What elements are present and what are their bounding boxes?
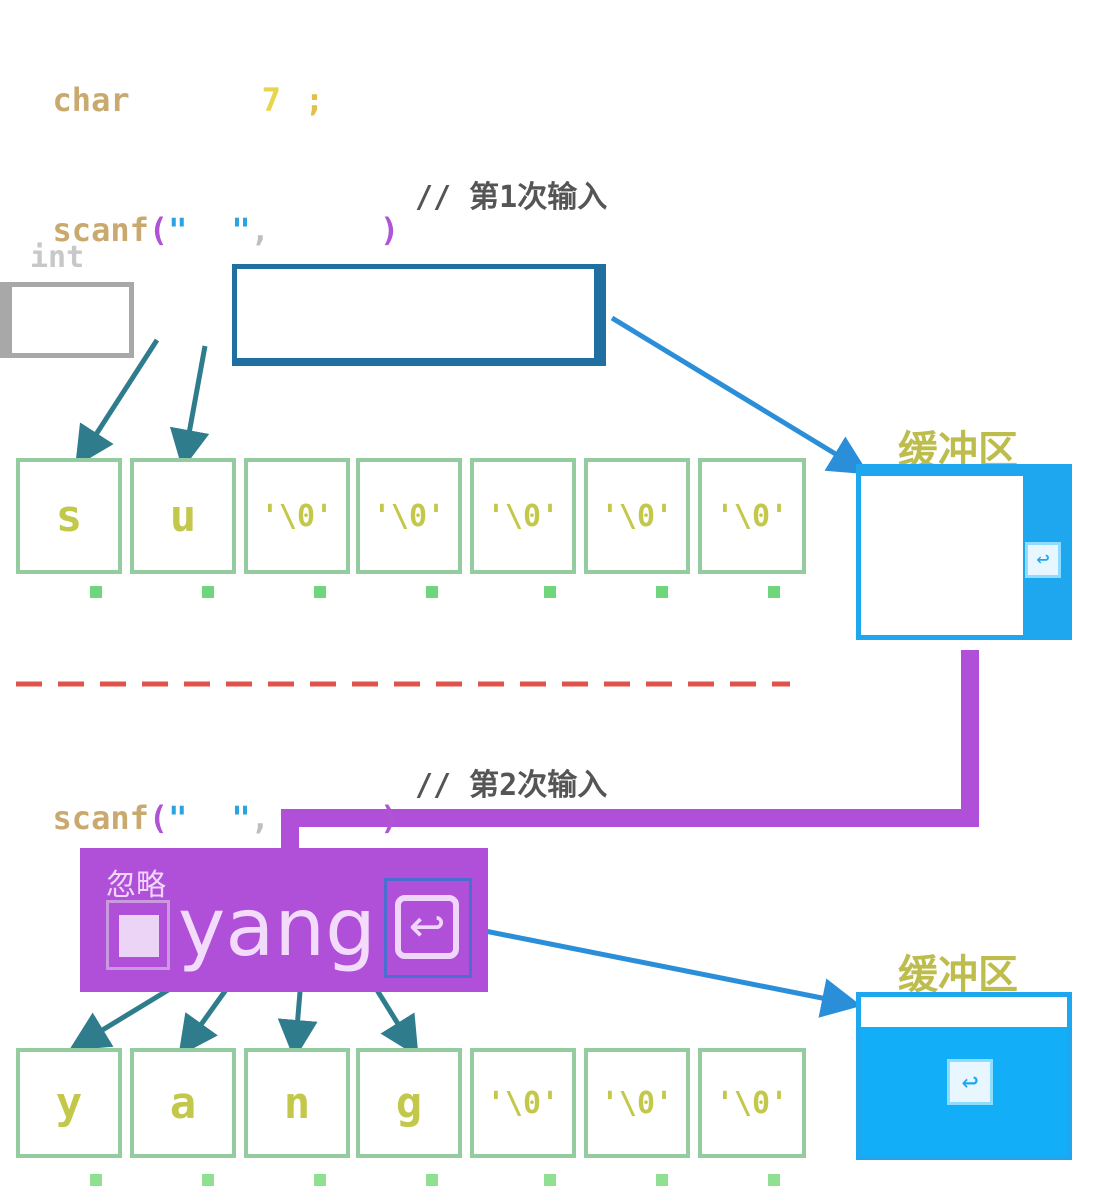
index-marker: [426, 586, 438, 598]
index-marker: [90, 1174, 102, 1186]
ignored-char-box: [106, 900, 170, 970]
size-value: 7: [261, 81, 281, 119]
array-2-cell: '\0': [470, 1048, 576, 1158]
return-icon: ↩: [395, 895, 459, 959]
semicolon: ;: [304, 81, 325, 119]
scanf-2-comment: // 第2次输入: [415, 768, 608, 803]
array-1-cell: '\0': [584, 458, 690, 574]
yang-text: yang: [178, 881, 376, 974]
scanf-keyword: scanf: [52, 799, 149, 837]
return-key-frame: ↩: [384, 878, 472, 978]
array-2-cell: g: [356, 1048, 462, 1158]
index-marker: [768, 586, 780, 598]
small-box-label: int: [30, 240, 85, 275]
array-1-cell: s: [16, 458, 122, 574]
array-2-cell: '\0': [698, 1048, 806, 1158]
buffer-2-box: ↩: [856, 992, 1072, 1160]
index-marker: [202, 1174, 214, 1186]
array-2-cell: a: [130, 1048, 236, 1158]
scanf-1-comment: // 第1次输入: [415, 180, 608, 215]
return-icon: ↩: [1025, 542, 1061, 578]
arrow-to-cell-0: [75, 338, 160, 467]
index-marker: [544, 586, 556, 598]
index-marker: [314, 586, 326, 598]
array-2-cell: '\0': [584, 1048, 690, 1158]
index-marker: [90, 586, 102, 598]
input-string-box: [232, 264, 606, 366]
char-keyword: char: [52, 81, 130, 119]
array-1-cell: '\0': [356, 458, 462, 574]
array-1-cell: u: [130, 458, 236, 574]
code-line-declaration: char 7;: [14, 40, 325, 120]
array-1-cell: '\0': [698, 458, 806, 574]
arrow-to-buffer-1: [610, 315, 870, 475]
arrow-to-buffer-2: [479, 927, 862, 1018]
index-marker: [656, 1174, 668, 1186]
array-1-cell: '\0': [470, 458, 576, 574]
return-icon: ↩: [947, 1059, 993, 1105]
ignored-input-box: 忽略 yang ↩: [80, 848, 488, 992]
array-2-cell: n: [244, 1048, 350, 1158]
array-2-cell: y: [16, 1048, 122, 1158]
ignore-label: 忽略: [106, 868, 166, 903]
code-line-scanf-2: scanf(" ",): [52, 799, 400, 837]
buffer-1-box: ↩: [856, 464, 1072, 640]
arrow-to-cell-1: [169, 345, 210, 470]
buffer-2-top-strip: [861, 997, 1067, 1027]
variable-box: [0, 282, 134, 358]
array-1-cell: '\0': [244, 458, 350, 574]
index-marker: [314, 1174, 326, 1186]
index-marker: [656, 586, 668, 598]
ignored-char-square: [119, 915, 159, 957]
scanf-keyword: scanf: [52, 211, 149, 249]
buffer-2-title: 缓冲区: [898, 952, 1018, 998]
index-marker: [768, 1174, 780, 1186]
index-marker: [544, 1174, 556, 1186]
index-marker: [426, 1174, 438, 1186]
index-marker: [202, 586, 214, 598]
code-line-scanf-1: scanf(" ",): [52, 211, 400, 249]
purple-connector: [281, 650, 979, 848]
